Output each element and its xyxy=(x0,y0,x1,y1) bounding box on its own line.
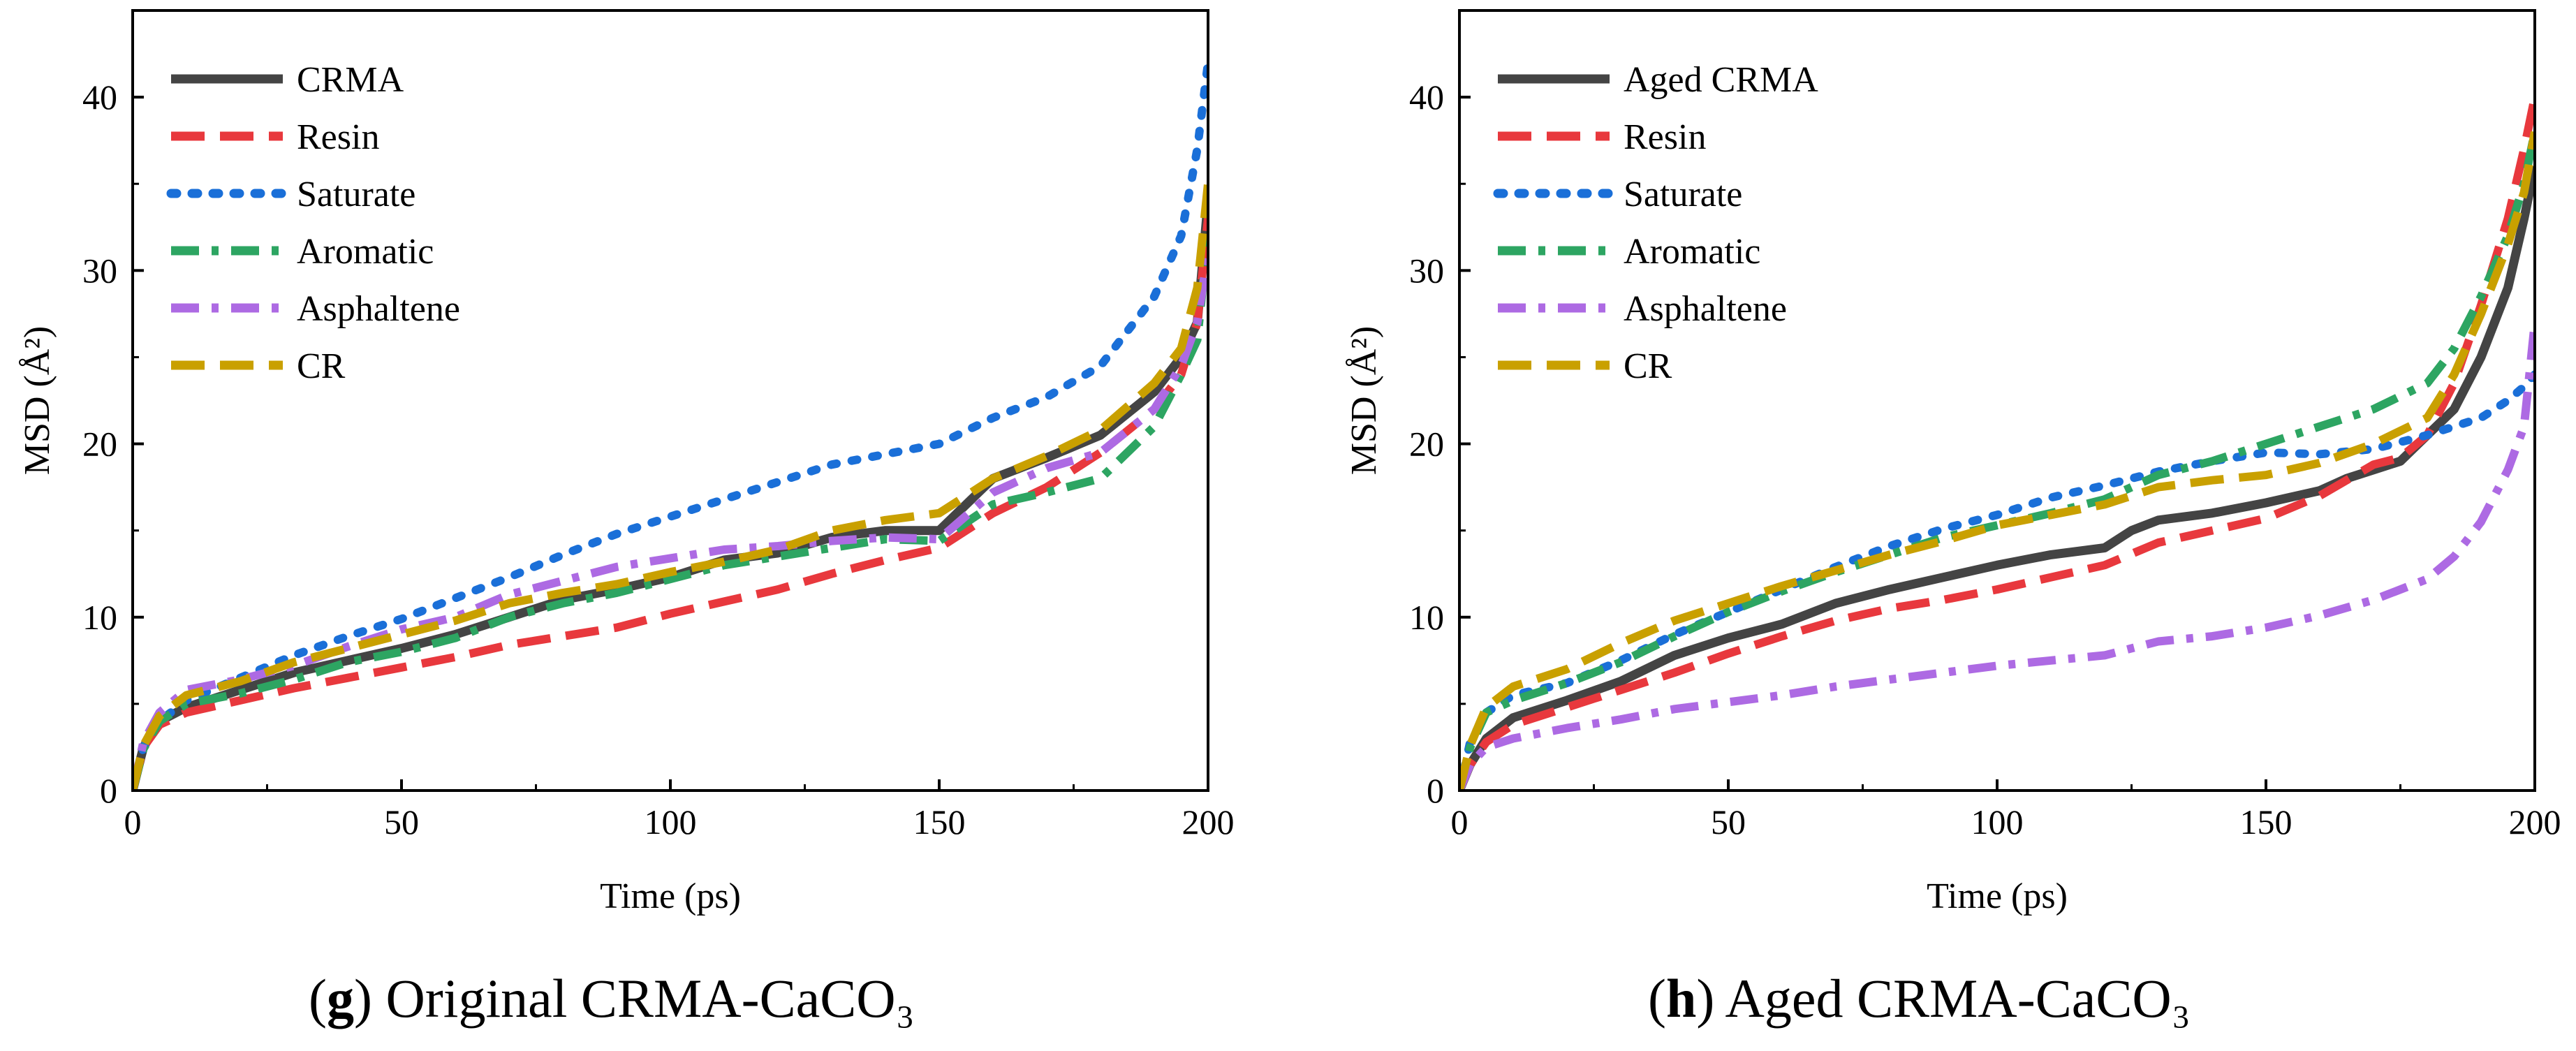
x-tick-label-h-3: 150 xyxy=(2240,802,2292,841)
caption-h-letter: h xyxy=(1665,968,1697,1029)
caption-g: (g) Original CRMA-CaCO₃ xyxy=(309,968,915,1029)
legend-label-h-4: Asphaltene xyxy=(1624,289,1787,329)
y-axis-title-g: MSD (Å²) xyxy=(17,326,57,475)
legend-label-g-1: Resin xyxy=(297,117,379,157)
legend-label-g-4: Asphaltene xyxy=(297,289,460,329)
y-tick-label-h-3: 30 xyxy=(1409,251,1444,290)
x-tick-label-g-1: 50 xyxy=(384,802,419,841)
caption-g-text: Original CRMA-CaCO₃ xyxy=(371,968,915,1029)
x-tick-label-h-0: 0 xyxy=(1451,802,1469,841)
x-axis-title-g: Time (ps) xyxy=(600,876,741,916)
series-line-g-4 xyxy=(133,252,1208,791)
series-line-h-5 xyxy=(1459,131,2535,791)
series-line-h-2 xyxy=(1459,370,2535,791)
legend-label-h-5: CR xyxy=(1624,346,1672,386)
series-line-h-0 xyxy=(1459,166,2535,791)
y-tick-label-h-0: 0 xyxy=(1427,771,1444,810)
y-tick-label-h-1: 10 xyxy=(1409,598,1444,637)
y-tick-label-h-2: 20 xyxy=(1409,425,1444,464)
x-tick-label-h-2: 100 xyxy=(1971,802,2024,841)
series-line-h-4 xyxy=(1459,322,2535,791)
legend-label-h-2: Saturate xyxy=(1624,175,1742,214)
y-axis-title-h: MSD (Å²) xyxy=(1344,326,1384,475)
legend-label-g-5: CR xyxy=(297,346,346,386)
legend-label-g-2: Saturate xyxy=(297,175,415,214)
caption-h: (h) Aged CRMA-CaCO₃ xyxy=(1648,968,2191,1029)
x-tick-label-h-4: 200 xyxy=(2509,802,2561,841)
caption-h-text: Aged CRMA-CaCO₃ xyxy=(1714,968,2191,1029)
chart-panel-h: 0 50 100 150 200 0 10 20 30 40 Time (ps) MSD (Å²) Ag… xyxy=(1344,9,2561,916)
legend-label-h-1: Resin xyxy=(1624,117,1706,157)
legend-label-g-3: Aromatic xyxy=(297,232,434,272)
x-axis-title-h: Time (ps) xyxy=(1927,876,2068,916)
x-tick-label-g-3: 150 xyxy=(913,802,966,841)
caption-g-letter: g xyxy=(326,968,354,1029)
series-line-g-3 xyxy=(133,235,1208,791)
y-tick-label-g-1: 10 xyxy=(82,598,117,637)
series-line-g-5 xyxy=(133,183,1208,791)
y-tick-label-g-0: 0 xyxy=(100,771,117,810)
y-tick-label-g-2: 20 xyxy=(82,425,117,464)
legend-label-h-0: Aged CRMA xyxy=(1624,60,1818,100)
y-tick-label-g-4: 40 xyxy=(82,78,117,117)
x-tick-label-h-1: 50 xyxy=(1711,802,1746,841)
series-line-g-1 xyxy=(133,218,1208,791)
y-tick-label-g-3: 30 xyxy=(82,251,117,290)
x-tick-label-g-2: 100 xyxy=(645,802,697,841)
x-tick-label-g-0: 0 xyxy=(124,802,142,841)
chart-panel-g: 0 50 100 150 200 0 10 20 30 40 Time (ps) MSD (Å²) CR… xyxy=(17,9,1235,916)
legend-label-h-3: Aromatic xyxy=(1624,232,1760,272)
x-tick-label-g-4: 200 xyxy=(1182,802,1235,841)
y-tick-label-h-4: 40 xyxy=(1409,78,1444,117)
series-line-h-1 xyxy=(1459,96,2535,791)
legend-label-g-0: CRMA xyxy=(297,60,404,100)
